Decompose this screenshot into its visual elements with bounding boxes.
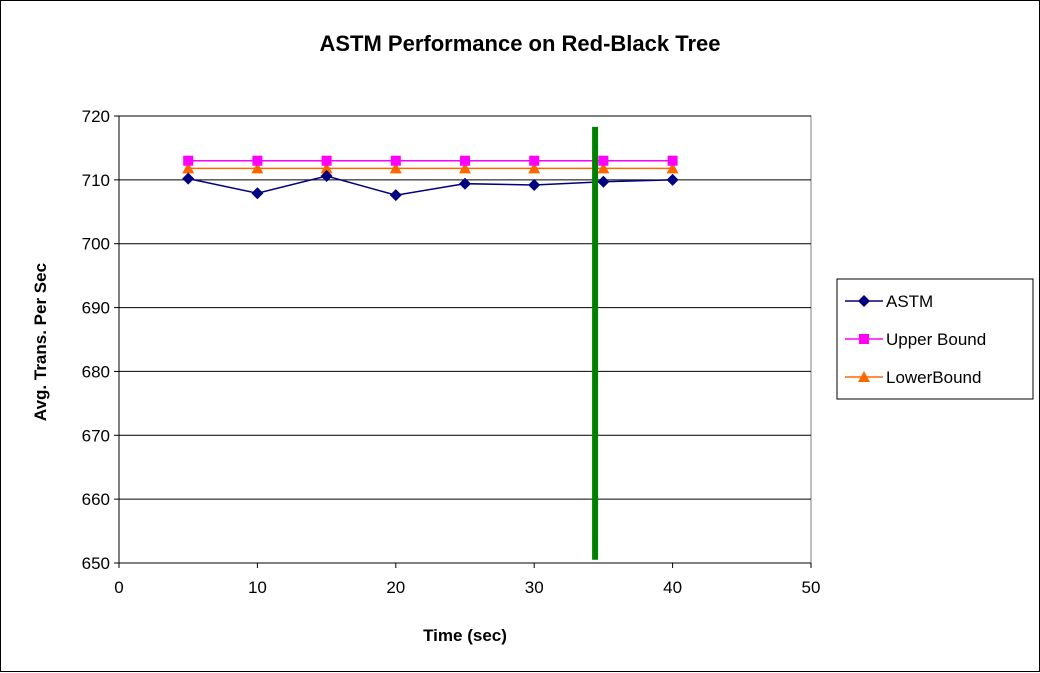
data-point	[389, 189, 402, 202]
y-tick-label: 700	[82, 235, 110, 254]
series-astm	[182, 170, 679, 202]
legend-label: ASTM	[886, 292, 933, 311]
data-point	[858, 371, 870, 382]
x-tick-label: 40	[663, 578, 682, 597]
data-point	[528, 162, 541, 174]
data-point	[251, 162, 264, 174]
x-tick-label: 50	[802, 578, 821, 597]
y-axis: 650 660 670 680 690 700 710 720	[82, 107, 120, 573]
legend-item: LowerBound	[845, 368, 981, 387]
x-axis-label: Time (sec)	[423, 626, 507, 645]
data-point	[529, 155, 540, 166]
x-tick-label: 20	[386, 578, 405, 597]
legend-label: LowerBound	[886, 368, 981, 387]
data-point	[182, 162, 195, 174]
data-point	[858, 295, 870, 307]
data-point	[390, 155, 401, 166]
series-layer	[182, 155, 679, 202]
x-axis: 0 10 20 30 40 50	[114, 562, 821, 597]
data-point	[320, 170, 333, 183]
legend-item: ASTM	[845, 292, 933, 311]
data-point	[252, 155, 263, 166]
data-point	[666, 173, 679, 186]
y-axis-label: Avg. Trans. Per Sec	[31, 263, 50, 421]
data-point	[460, 155, 470, 166]
y-tick-label: 650	[82, 554, 110, 573]
legend: ASTM Upper Bound LowerBound	[836, 278, 1034, 400]
data-point	[667, 155, 678, 166]
data-point	[459, 177, 471, 190]
x-tick-label: 30	[525, 578, 544, 597]
data-point	[251, 187, 264, 200]
legend-item: Upper Bound	[845, 330, 986, 349]
y-tick-label: 670	[82, 426, 110, 445]
y-tick-label: 720	[82, 107, 110, 126]
data-point	[666, 162, 679, 174]
data-point	[859, 334, 869, 344]
y-tick-label: 660	[82, 490, 110, 509]
y-tick-label: 710	[82, 171, 110, 190]
data-point	[459, 162, 471, 174]
data-point	[182, 172, 195, 185]
chart-title: ASTM Performance on Red-Black Tree	[319, 31, 720, 56]
data-point	[321, 155, 332, 166]
y-tick-label: 680	[82, 362, 110, 381]
data-point	[597, 175, 610, 188]
plot-background	[118, 115, 812, 564]
data-point	[320, 162, 333, 174]
data-point	[183, 155, 194, 166]
x-tick-label: 10	[248, 578, 267, 597]
x-tick-label: 0	[114, 578, 123, 597]
data-point	[389, 162, 402, 174]
legend-label: Upper Bound	[886, 330, 986, 349]
series-upper-bound	[183, 155, 678, 166]
data-point	[597, 162, 610, 174]
data-point	[598, 155, 609, 166]
y-tick-label: 690	[82, 299, 110, 318]
data-point	[528, 178, 541, 191]
series-line	[188, 175, 673, 196]
series-lowerbound	[182, 162, 679, 174]
